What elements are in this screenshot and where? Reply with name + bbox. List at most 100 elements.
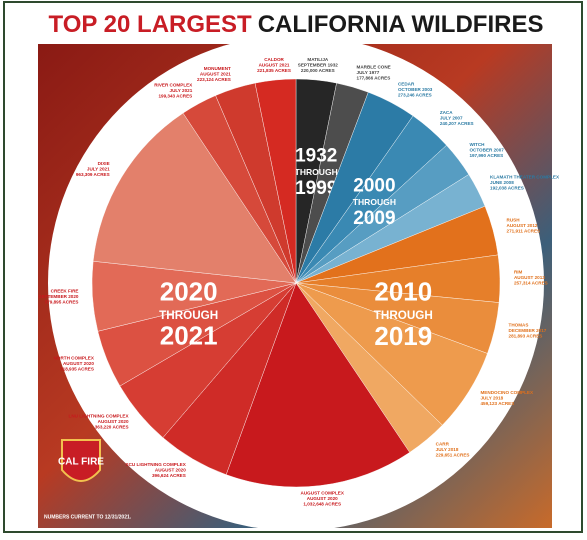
fire-acres: 177,866 ACRES	[357, 76, 391, 81]
slice-label: RIVER COMPLEX JULY 2021 199,343 ACRES	[154, 82, 193, 98]
fire-date: AUGUST 2020	[307, 496, 338, 501]
fire-acres: 271,911 ACRES	[507, 229, 541, 234]
slice-label: MONUMENT AUGUST 2021 223,124 ACRES	[197, 66, 231, 82]
fire-name: MATILIJA	[307, 57, 329, 62]
fire-name: MARBLE CONE	[357, 65, 391, 70]
fire-name: WITCH	[469, 142, 485, 147]
fire-acres: 221,835 ACRES	[257, 68, 291, 73]
fire-name: CEDAR	[398, 82, 415, 87]
group-label: 1999	[295, 178, 337, 199]
group-label: THROUGH	[295, 167, 338, 177]
fire-date: JUNE 2008	[490, 180, 514, 185]
title-part: CALIFORNIA WILDFIRES	[258, 11, 544, 38]
slice-label: WITCH OCTOBER 2007 197,990 ACRES	[469, 142, 504, 158]
pie: MATILIJA SEPTEMBER 1932 220,000 ACRES MARBL…	[38, 57, 560, 506]
fire-date: JULY 2021	[170, 88, 193, 93]
slice-label: LNU LIGHTNING COMPLEX AUGUST 2020 363,220 …	[69, 414, 130, 430]
fire-name: RUSH	[507, 218, 521, 223]
fire-acres: 223,124 ACRES	[197, 77, 231, 82]
fire-date: AUGUST 2021	[259, 63, 290, 68]
slice-label: CARR JULY 2018 229,651 ACRES	[436, 442, 470, 458]
group-label: 2009	[353, 208, 395, 229]
logo-text: CAL FIRE	[58, 457, 104, 468]
fire-name: ZACA	[440, 110, 453, 115]
fire-name: RIM	[514, 270, 523, 275]
fire-date: JULY 2007	[440, 116, 463, 121]
fire-date: AUGUST 2021	[200, 72, 231, 77]
group-label: 2020	[160, 276, 218, 306]
fire-acres: 229,651 ACRES	[436, 453, 470, 458]
fire-acres: 459,123 ACRES	[480, 401, 514, 406]
fire-name: RIVER COMPLEX	[154, 82, 193, 87]
title-part: TOP 20 LARGEST	[49, 11, 253, 38]
slice-label: KLAMATH THEATER COMPLEX JUNE 2008 192,038 …	[490, 175, 560, 191]
slice-label: CALDOR AUGUST 2021 221,835 ACRES	[257, 57, 291, 73]
fire-acres: 363,220 ACRES	[95, 425, 129, 430]
slice-label: RUSH AUGUST 2012 271,911 ACRES	[507, 218, 541, 234]
fire-date: AUGUST 2012	[507, 223, 538, 228]
fire-date: SEPTEMBER 1932	[298, 63, 339, 68]
fire-acres: 240,207 ACRES	[440, 121, 474, 126]
fire-acres: 396,624 ACRES	[152, 473, 186, 478]
slice-label: AUGUST COMPLEX AUGUST 2020 1,032,648 ACRES	[301, 491, 345, 507]
fire-acres: 199,343 ACRES	[158, 93, 192, 98]
fire-date: JULY 2021	[87, 167, 110, 172]
fire-name: KLAMATH THEATER COMPLEX	[490, 175, 560, 180]
logo-shield	[61, 439, 101, 482]
fire-name: NORTH COMPLEX	[54, 356, 95, 361]
slice-label: CEDAR OCTOBER 2003 273,246 ACRES	[398, 82, 433, 98]
slice-label: NORTH COMPLEX AUGUST 2020 318,935 ACRES	[54, 356, 95, 372]
slice	[225, 282, 410, 488]
fire-acres: 1,032,648 ACRES	[303, 502, 341, 507]
slice-label: THOMAS DECEMBER 2017 281,893 ACRES	[509, 323, 547, 339]
fire-name: CREEK FIRE	[51, 289, 79, 294]
fire-acres: 281,893 ACRES	[509, 334, 543, 339]
fire-acres: 220,000 ACRES	[301, 68, 335, 73]
fire-acres: 273,246 ACRES	[398, 93, 432, 98]
fire-acres: 192,038 ACRES	[490, 186, 524, 191]
fire-acres: 963,309 ACRES	[76, 172, 110, 177]
slice-label: CREEK FIRE SEPTEMBER 2020 379,895 ACRES	[38, 289, 79, 305]
fire-acres: 379,895 ACRES	[45, 300, 79, 305]
fire-name: MENDOCINO COMPLEX	[480, 390, 534, 395]
group-label: 2019	[374, 321, 432, 351]
group-label: 2010	[374, 277, 432, 307]
group-label: 2000	[353, 176, 395, 197]
fire-acres: 318,935 ACRES	[60, 367, 94, 372]
fire-name: CARR	[436, 442, 450, 447]
slice-label: ZACA JULY 2007 240,207 ACRES	[440, 110, 474, 126]
fire-date: OCTOBER 2007	[469, 148, 504, 153]
slice-label: RIM AUGUST 2013 257,314 ACRES	[514, 270, 548, 286]
fire-date: AUGUST 2013	[514, 275, 545, 280]
group-label: 2021	[160, 321, 218, 351]
fire-date: AUGUST 2020	[63, 361, 94, 366]
fire-acres: 257,314 ACRES	[514, 281, 548, 286]
slice-label: MARBLE CONE JULY 1977 177,866 ACRES	[357, 65, 391, 81]
slice-label: SCU LIGHTNING COMPLEX AUGUST 2020 396,624 …	[126, 462, 187, 478]
group-label: THROUGH	[374, 309, 433, 322]
footnote: NUMBERS CURRENT TO 12/31/2021.	[44, 514, 132, 520]
slice-label: MENDOCINO COMPLEX JULY 2018 459,123 ACRES	[480, 390, 534, 406]
fire-date: OCTOBER 2003	[398, 87, 433, 92]
fire-name: AUGUST COMPLEX	[301, 491, 345, 496]
fire-name: LNU LIGHTNING COMPLEX	[69, 414, 130, 419]
group-label: 1932	[295, 146, 337, 167]
fire-name: DIXIE	[98, 161, 110, 166]
fire-date: JULY 2018	[480, 396, 503, 401]
fire-date: JULY 2018	[436, 447, 459, 452]
fire-date: AUGUST 2020	[155, 468, 186, 473]
fire-date: JULY 1977	[357, 70, 380, 75]
fire-name: CALDOR	[264, 57, 284, 62]
fire-date: DECEMBER 2017	[509, 328, 547, 333]
fire-name: MONUMENT	[204, 66, 231, 71]
slice-label: DIXIE JULY 2021 963,309 ACRES	[76, 161, 110, 177]
group-label: THROUGH	[159, 309, 218, 322]
fire-acres: 197,990 ACRES	[469, 153, 503, 158]
group-label: THROUGH	[353, 197, 396, 207]
slice	[92, 112, 297, 284]
fire-name: THOMAS	[509, 323, 529, 328]
slice-label: MATILIJA SEPTEMBER 1932 220,000 ACRES	[298, 57, 339, 73]
logo: CAL FIRE	[58, 439, 104, 482]
fire-date: SEPTEMBER 2020	[38, 294, 79, 299]
